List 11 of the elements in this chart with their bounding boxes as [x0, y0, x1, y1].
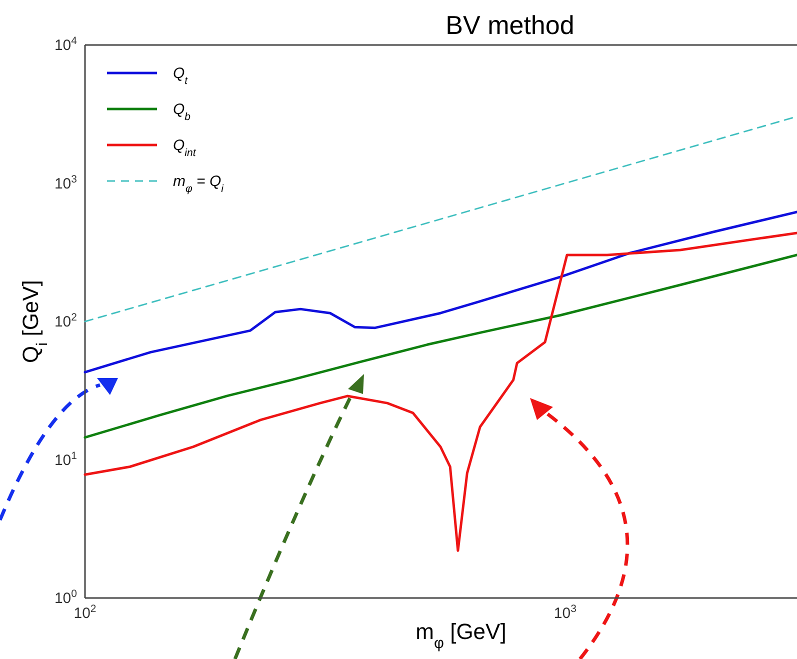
chart-title: BV method	[446, 10, 574, 40]
legend-label: Q$_{t}$	[173, 65, 189, 87]
legend-label: Q$_{b}$	[173, 101, 191, 123]
y-tick-label: 10$^{2}$	[54, 312, 78, 330]
legend-label: Q$_{int}$	[173, 137, 197, 159]
x-axis-title: m$_{φ}$ [GeV]	[416, 619, 506, 652]
y-tick-label: 10$^{4}$	[54, 35, 78, 54]
y-tick-label: 10$^{1}$	[54, 450, 78, 469]
y-tick-label: 10$^{0}$	[54, 588, 78, 607]
y-tick-label: 10$^{3}$	[54, 173, 78, 192]
legend-label: m$_{φ}$ = Q$_{i}$	[173, 173, 224, 195]
